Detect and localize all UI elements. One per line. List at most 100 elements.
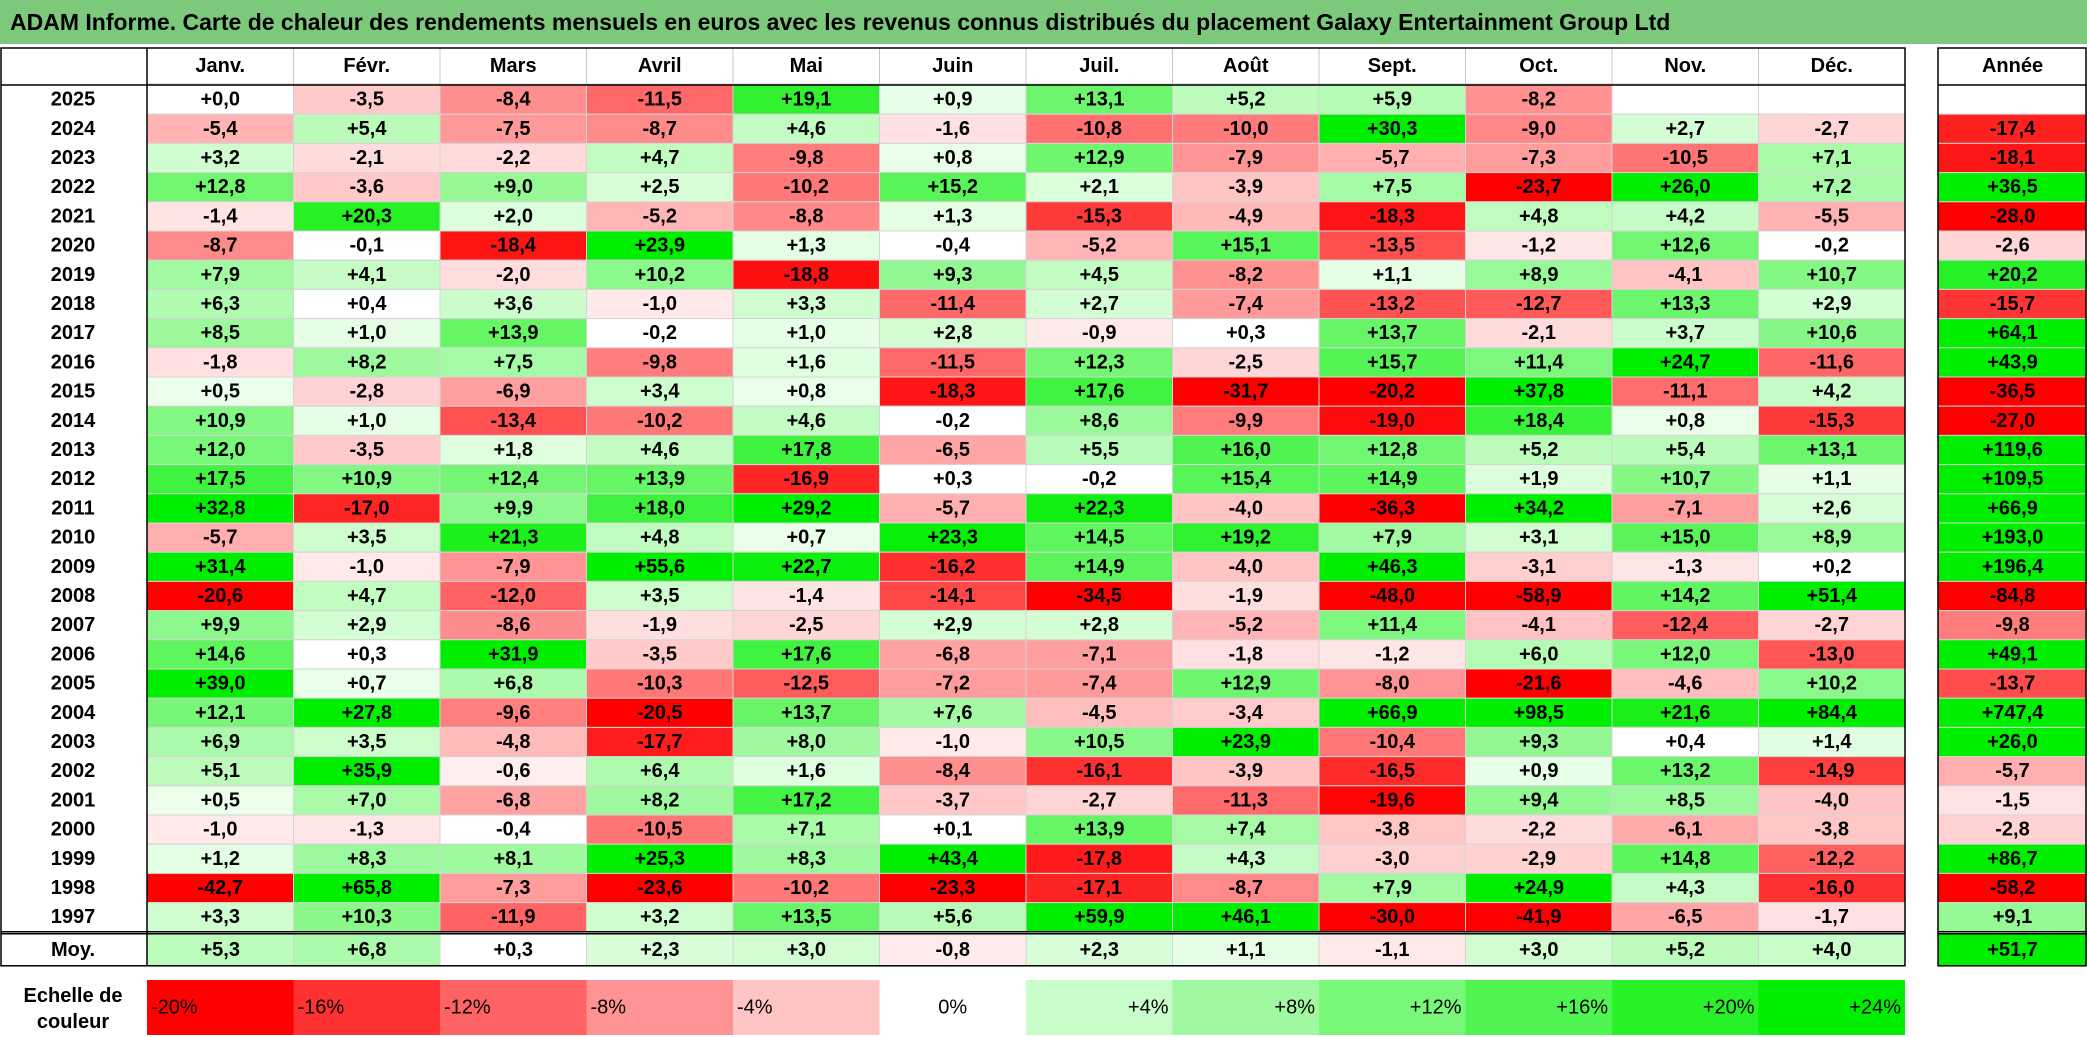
cell-value: -4,6 bbox=[1668, 673, 1702, 695]
average-cell bbox=[732, 933, 880, 967]
cell-value: -13,5 bbox=[1369, 235, 1415, 257]
year-label: 2022 bbox=[51, 176, 96, 198]
heatmap-cell bbox=[146, 726, 294, 758]
year-label: 2004 bbox=[51, 702, 96, 724]
year-label: 2000 bbox=[51, 819, 96, 841]
cell-value: +5,2 bbox=[1519, 439, 1558, 461]
cell-value: +5,4 bbox=[347, 118, 387, 140]
scale-label: +24% bbox=[1849, 997, 1901, 1019]
cell-value: +3,3 bbox=[787, 293, 826, 315]
year-label: 2020 bbox=[51, 235, 96, 257]
year-label: 2010 bbox=[51, 527, 96, 549]
cell-value: +9,3 bbox=[1519, 731, 1558, 753]
cell-value: +12,8 bbox=[195, 176, 246, 198]
cell-value: -8,0 bbox=[1375, 673, 1409, 695]
cell-value: +14,8 bbox=[1660, 848, 1711, 870]
heatmap-cell bbox=[146, 288, 294, 320]
cell-value: +0,8 bbox=[787, 381, 826, 403]
cell-value: -16,2 bbox=[930, 556, 976, 578]
cell-value: +21,6 bbox=[1660, 702, 1711, 724]
scale-label: +8% bbox=[1274, 997, 1315, 1019]
month-header-label: Mai bbox=[790, 55, 823, 77]
heatmap-cell bbox=[1025, 902, 1173, 933]
cell-value: +7,1 bbox=[787, 819, 826, 841]
heatmap-cell bbox=[586, 84, 734, 115]
heatmap-cell bbox=[439, 522, 587, 553]
heatmap-cell bbox=[146, 872, 294, 904]
year-label: 2003 bbox=[51, 731, 96, 753]
cell-value: +6,8 bbox=[494, 673, 533, 695]
scale-label: -16% bbox=[298, 997, 345, 1019]
scale-swatch bbox=[586, 980, 733, 1035]
cell-value: -1,4 bbox=[789, 585, 824, 607]
scale-label: +4% bbox=[1128, 997, 1169, 1019]
annual-value: -36,5 bbox=[1990, 381, 2036, 403]
cell-value: +3,2 bbox=[640, 906, 679, 928]
cell-value: +4,5 bbox=[1080, 264, 1119, 286]
cell-value: +0,9 bbox=[1519, 760, 1558, 782]
annual-value: -2,6 bbox=[1995, 235, 2029, 257]
heatmap-cell bbox=[879, 872, 1027, 904]
cell-value: -20,2 bbox=[1369, 381, 1415, 403]
cell-value: -9,0 bbox=[1522, 118, 1556, 140]
cell-value: -10,3 bbox=[637, 673, 683, 695]
heatmap-cell bbox=[1611, 843, 1759, 874]
cell-value: +10,7 bbox=[1806, 264, 1857, 286]
heatmap-cell bbox=[879, 610, 1027, 641]
heatmap-cell bbox=[1611, 259, 1759, 290]
cell-value: -4,0 bbox=[1229, 556, 1263, 578]
year-label: 2021 bbox=[51, 205, 96, 227]
average-value: -1,1 bbox=[1375, 939, 1409, 961]
cell-value: +5,9 bbox=[1373, 89, 1412, 111]
heatmap-cell bbox=[293, 756, 441, 787]
cell-value: -9,6 bbox=[496, 702, 530, 724]
cell-value: -0,4 bbox=[936, 235, 971, 257]
cell-value: +7,9 bbox=[1373, 527, 1412, 549]
average-value: -0,8 bbox=[936, 939, 970, 961]
heatmap-cell bbox=[439, 697, 587, 728]
cell-value: +6,3 bbox=[201, 293, 240, 315]
heatmap-cell bbox=[1611, 201, 1759, 232]
cell-value: +31,4 bbox=[195, 556, 246, 578]
cell-value: +5,6 bbox=[933, 906, 972, 928]
cell-value: +4,7 bbox=[640, 147, 679, 169]
heatmap-cell bbox=[1172, 376, 1320, 407]
heatmap-cell bbox=[1465, 201, 1613, 232]
cell-value: +51,4 bbox=[1806, 585, 1857, 607]
cell-value: +37,8 bbox=[1513, 381, 1564, 403]
heatmap-cell bbox=[1611, 318, 1759, 349]
cell-value: +13,7 bbox=[1367, 322, 1418, 344]
cell-value: -3,0 bbox=[1375, 848, 1409, 870]
cell-value: +39,0 bbox=[195, 673, 246, 695]
cell-value: -1,0 bbox=[936, 731, 970, 753]
annual-value: +36,5 bbox=[1987, 176, 2038, 198]
year-label: 2017 bbox=[51, 322, 96, 344]
heatmap-cell bbox=[1465, 610, 1613, 641]
heatmap-cell bbox=[293, 522, 441, 553]
cell-value: +2,0 bbox=[494, 205, 533, 227]
cell-value: +24,9 bbox=[1513, 877, 1564, 899]
cell-value: +12,9 bbox=[1074, 147, 1125, 169]
cell-value: -2,9 bbox=[1522, 848, 1556, 870]
annual-value: -17,4 bbox=[1990, 118, 2036, 140]
heatmap-cell bbox=[586, 259, 734, 290]
cell-value: -7,3 bbox=[496, 877, 530, 899]
scale-swatch bbox=[733, 980, 880, 1035]
cell-value: -4,9 bbox=[1229, 205, 1263, 227]
heatmap-cell bbox=[879, 522, 1027, 553]
heatmap-cell bbox=[1172, 113, 1320, 144]
cell-value: -1,3 bbox=[1668, 556, 1702, 578]
heatmap-cell bbox=[879, 785, 1027, 816]
heatmap-cell bbox=[1465, 230, 1613, 261]
cell-value: +2,9 bbox=[933, 614, 972, 636]
heatmap-cell bbox=[1611, 522, 1759, 553]
cell-value: -0,1 bbox=[350, 235, 384, 257]
heatmap-cell bbox=[146, 259, 294, 290]
cell-value: -6,8 bbox=[496, 789, 530, 811]
heatmap-cell bbox=[1465, 756, 1613, 787]
year-label: 2015 bbox=[51, 381, 96, 403]
heatmap-cell bbox=[1172, 580, 1320, 612]
heatmap-cell bbox=[1758, 580, 1906, 612]
cell-value: -8,7 bbox=[203, 235, 237, 257]
year-label: 2016 bbox=[51, 351, 96, 373]
